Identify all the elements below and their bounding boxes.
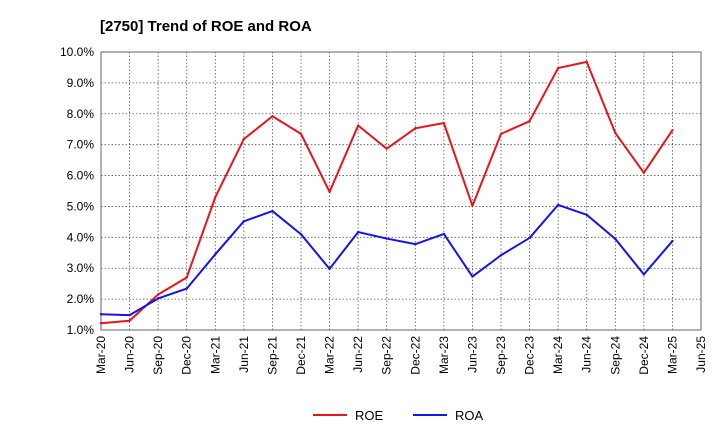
legend: ROE ROA (313, 408, 484, 423)
data-point-roe (242, 137, 246, 141)
data-point-roa (242, 220, 246, 223)
x-tick-label: Dec-23 (523, 336, 537, 375)
data-point-roe (442, 121, 446, 125)
data-point-roa (128, 313, 131, 317)
plot-area: 1.0% 2.0% 3.0% 4.0% 5.0% 6.0% 7.0% 8.0% 9.0% 10.0… (60, 45, 708, 375)
data-point-roe (214, 195, 217, 199)
data-point-roa (156, 297, 160, 300)
data-point-roa (271, 209, 274, 213)
y-tick-label: 6.0% (67, 169, 95, 183)
x-tick-label: Mar-21 (208, 336, 222, 374)
x-tick-label: Dec-22 (408, 336, 422, 375)
data-point-roa (185, 287, 188, 290)
data-point-roa (499, 254, 503, 257)
x-tick-label: Sep-23 (494, 336, 508, 375)
data-point-roe (585, 60, 588, 64)
data-point-roe (356, 124, 360, 127)
x-tick-label: Jun-23 (465, 336, 479, 373)
data-point-roe (156, 293, 160, 296)
plot-background (101, 52, 701, 330)
x-tick-label: Mar-22 (323, 336, 337, 374)
x-tick-label: Jun-25 (694, 336, 708, 373)
x-tick-label: Sep-24 (608, 336, 622, 375)
data-point-roa (299, 233, 303, 236)
x-tick-label: Dec-21 (294, 336, 308, 375)
y-tick-label: 5.0% (67, 199, 95, 213)
data-point-roa (528, 236, 531, 240)
x-tick-label: Jun-21 (237, 336, 251, 373)
data-point-roa (471, 275, 474, 278)
x-tick-label: Mar-23 (437, 336, 451, 374)
x-tick-label: Sep-22 (380, 336, 394, 375)
data-point-roe (185, 276, 188, 279)
y-tick-label: 1.0% (67, 323, 95, 337)
data-point-roa (414, 242, 417, 246)
y-tick-label: 4.0% (67, 230, 95, 244)
data-point-roe (642, 171, 646, 174)
legend-label-roa: ROA (455, 408, 484, 423)
data-point-roe (99, 322, 103, 325)
data-point-roa (214, 253, 217, 256)
data-point-roa (442, 232, 446, 236)
data-point-roe (414, 127, 417, 130)
data-point-roe (271, 115, 274, 118)
data-point-roe (471, 204, 474, 208)
data-point-roa (642, 273, 646, 276)
x-tick-label: Mar-20 (94, 336, 108, 374)
y-tick-label: 2.0% (67, 292, 95, 306)
y-tick-label: 10.0% (60, 45, 94, 59)
y-tick-label: 9.0% (67, 76, 95, 90)
x-tick-label: Jun-20 (123, 336, 137, 373)
x-tick-label: Dec-24 (637, 336, 651, 375)
y-tick-label: 8.0% (67, 107, 95, 121)
x-tick-label: Mar-25 (665, 336, 679, 374)
data-point-roa (385, 237, 388, 240)
chart-title: [2750] Trend of ROE and ROA (100, 18, 312, 35)
data-point-roa (328, 267, 331, 271)
x-tick-label: Mar-24 (551, 336, 565, 374)
x-tick-label: Jun-24 (580, 336, 594, 373)
x-tick-label: Jun-22 (351, 336, 365, 373)
data-point-roe (614, 131, 617, 135)
data-point-roa (99, 313, 103, 316)
data-point-roa (671, 239, 674, 243)
data-point-roa (585, 213, 588, 216)
data-point-roe (499, 132, 503, 136)
plot-border (100, 51, 702, 331)
y-tick-label: 7.0% (67, 138, 95, 152)
data-point-roe (556, 66, 560, 70)
data-point-roa (556, 203, 560, 207)
y-tick-label: 3.0% (67, 261, 95, 275)
data-point-roa (614, 237, 617, 241)
data-point-roa (356, 230, 360, 234)
data-point-roe (299, 132, 303, 136)
data-point-roe (671, 128, 674, 132)
legend-label-roe: ROE (355, 408, 384, 423)
data-point-roe (385, 147, 388, 150)
data-point-roe (328, 190, 331, 194)
x-tick-label: Sep-20 (151, 336, 165, 375)
data-point-roe (528, 119, 531, 123)
x-tick-label: Dec-20 (180, 336, 194, 375)
data-point-roe (128, 319, 131, 322)
x-tick-label: Sep-21 (265, 336, 279, 375)
